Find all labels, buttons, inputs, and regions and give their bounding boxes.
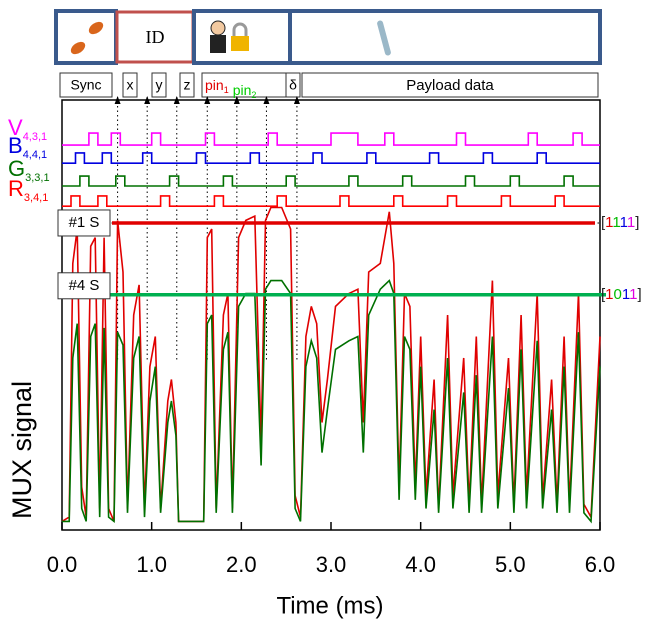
marker-arrow	[173, 96, 180, 104]
field-box	[201, 72, 287, 98]
code-char: 0	[614, 286, 622, 303]
code-char: ]	[637, 286, 641, 303]
threshold-code: [1011]	[601, 286, 642, 303]
trace-label: V4,3,1	[8, 115, 47, 143]
marker-arrow	[114, 96, 121, 104]
digital-trace	[62, 152, 600, 164]
marker-arrow	[263, 96, 270, 104]
person-head	[210, 20, 226, 36]
code-char: 1	[627, 214, 635, 231]
bottle	[377, 20, 391, 56]
field-label: y	[156, 77, 163, 93]
trace-subscript: 3,3,1	[25, 172, 49, 184]
x-tick-label: 1.0	[136, 552, 167, 577]
field-row: Sync x y z pin1 pin2 δ Payload data	[59, 72, 599, 101]
field-box	[122, 72, 138, 98]
pin-subscript: 1	[224, 85, 229, 95]
trace-label: G3,3,1	[8, 156, 50, 184]
code-char: [	[601, 286, 606, 303]
lock-body	[231, 36, 249, 51]
code-char: 1	[605, 214, 613, 231]
pin-subscript: 2	[251, 90, 256, 100]
id-label: ID	[146, 27, 165, 47]
x-tick-label: 6.0	[585, 552, 616, 577]
code-char: 1	[605, 286, 613, 303]
field-box	[301, 72, 599, 98]
field-box	[179, 72, 195, 98]
bottle-box	[288, 9, 602, 65]
field-box	[151, 72, 167, 98]
marker-arrow	[293, 96, 300, 104]
x-tick-label: 2.0	[226, 552, 257, 577]
digital-trace	[62, 132, 600, 146]
signal-line	[62, 279, 601, 524]
marker-arrow	[204, 96, 211, 104]
field-label: Payload data	[406, 77, 494, 94]
field-box	[59, 72, 113, 98]
code-char: 1	[612, 214, 620, 231]
trace-name: B	[8, 133, 23, 158]
footprint	[88, 21, 104, 35]
threshold-label-box	[57, 272, 111, 300]
threshold-label: #4 S	[69, 277, 100, 294]
footprint-box	[54, 9, 118, 65]
digital-trace	[62, 195, 600, 207]
threshold-label-box	[57, 209, 111, 237]
person-body	[210, 35, 226, 53]
field-label: δ	[289, 77, 297, 93]
x-axis-title: Time (ms)	[276, 592, 383, 619]
field-box	[285, 72, 301, 98]
x-tick-label: 4.0	[405, 552, 436, 577]
footprint	[70, 41, 86, 55]
icon-row: ID	[54, 9, 602, 65]
trace-name: V	[8, 115, 23, 140]
threshold-code: [1111]	[601, 214, 639, 231]
code-char: 1	[620, 214, 628, 231]
pin-text: pin	[205, 77, 224, 93]
field-label: Sync	[70, 77, 101, 93]
trace-label: B4,4,1	[8, 133, 47, 161]
trace-subscript: 3,4,1	[24, 192, 48, 204]
code-char: [	[601, 214, 606, 231]
pin-text: pin	[233, 82, 252, 98]
pin-labels: pin1 pin2	[205, 77, 256, 101]
x-tick-label: 3.0	[316, 552, 347, 577]
trace-subscript: 4,3,1	[23, 131, 47, 143]
threshold-label: #1 S	[69, 214, 100, 231]
code-char: ]	[635, 214, 639, 231]
trace-name: G	[8, 156, 25, 181]
x-tick-label: 5.0	[495, 552, 526, 577]
x-tick-label: 0.0	[47, 552, 78, 577]
trace-label: R3,4,1	[8, 176, 48, 204]
trace-subscript: 4,4,1	[23, 149, 47, 161]
field-label: x	[127, 77, 134, 93]
y-axis-title: MUX signal	[7, 381, 37, 519]
marker-arrow	[233, 96, 240, 104]
code-char: 1	[622, 286, 630, 303]
lock-shackle	[232, 22, 248, 36]
digital-trace	[62, 175, 600, 187]
code-char: 1	[629, 286, 637, 303]
marker-arrow	[144, 96, 151, 104]
trace-name: R	[8, 176, 24, 201]
field-label: z	[184, 77, 191, 93]
